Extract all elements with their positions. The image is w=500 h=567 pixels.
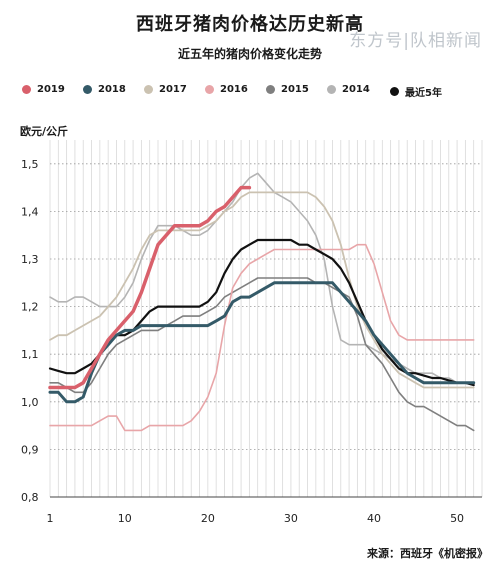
legend-item-2017: 2017 bbox=[144, 84, 187, 95]
legend-swatch-2017 bbox=[144, 85, 153, 94]
y-tick-label: 1,5 bbox=[21, 158, 39, 171]
legend-label-2018: 2018 bbox=[98, 84, 126, 95]
y-tick-label: 0,8 bbox=[21, 491, 39, 504]
series-line-2016 bbox=[49, 243, 475, 432]
legend-item-2016: 2016 bbox=[205, 84, 248, 95]
legend-label-2015: 2015 bbox=[281, 84, 309, 95]
legend-swatch-2015 bbox=[266, 85, 275, 94]
y-tick-label: 1,4 bbox=[21, 205, 39, 218]
legend-swatch-recent5 bbox=[390, 87, 399, 96]
chart-title: 西班牙猪肉价格达历史新高 bbox=[136, 14, 364, 35]
legend-swatch-2019 bbox=[22, 85, 31, 94]
y-tick-label: 1,3 bbox=[21, 253, 39, 266]
legend-item-recent5: 最近5年 bbox=[390, 84, 442, 99]
x-tick-label: 10 bbox=[118, 512, 132, 525]
legend-swatch-2018 bbox=[83, 85, 92, 94]
watermark: 东方号|队相新闻 bbox=[349, 31, 482, 51]
legend-label-2017: 2017 bbox=[159, 84, 187, 95]
y-tick-label: 1,0 bbox=[21, 396, 39, 409]
series-line-2015 bbox=[49, 277, 475, 432]
series-line-2017 bbox=[49, 191, 475, 389]
chart-subtitle: 近五年的猪肉价格变化走势 bbox=[177, 47, 322, 61]
x-tick-label: 20 bbox=[201, 512, 215, 525]
y-tick-label: 1,1 bbox=[21, 348, 39, 361]
x-tick-label: 30 bbox=[284, 512, 298, 525]
legend-item-2015: 2015 bbox=[266, 84, 309, 95]
legend-label-recent5: 最近5年 bbox=[405, 88, 442, 99]
legend: 2019 2018 2017 2016 2015 2014 最近5年 bbox=[22, 84, 492, 100]
series-line-2018 bbox=[48, 281, 476, 404]
legend-item-2019: 2019 bbox=[22, 84, 65, 95]
legend-label-2016: 2016 bbox=[220, 84, 248, 95]
legend-swatch-2014 bbox=[327, 85, 336, 94]
series-line-2014 bbox=[49, 172, 475, 384]
series-line-2019 bbox=[48, 185, 252, 390]
legend-swatch-2016 bbox=[205, 85, 214, 94]
y-tick-label: 0,9 bbox=[21, 443, 39, 456]
legend-label-2019: 2019 bbox=[37, 84, 65, 95]
legend-item-2014: 2014 bbox=[327, 84, 370, 95]
x-tick-label: 1 bbox=[47, 512, 54, 525]
legend-label-2014: 2014 bbox=[342, 84, 370, 95]
x-tick-label: 40 bbox=[367, 512, 381, 525]
y-tick-label: 1,2 bbox=[21, 301, 39, 314]
series-line-最近5年 bbox=[48, 238, 475, 387]
y-axis-label: 欧元/公斤 bbox=[20, 125, 69, 138]
source-note: 来源：西班牙《机密报》 bbox=[367, 547, 488, 560]
x-tick-label: 50 bbox=[450, 512, 464, 525]
legend-item-2018: 2018 bbox=[83, 84, 126, 95]
